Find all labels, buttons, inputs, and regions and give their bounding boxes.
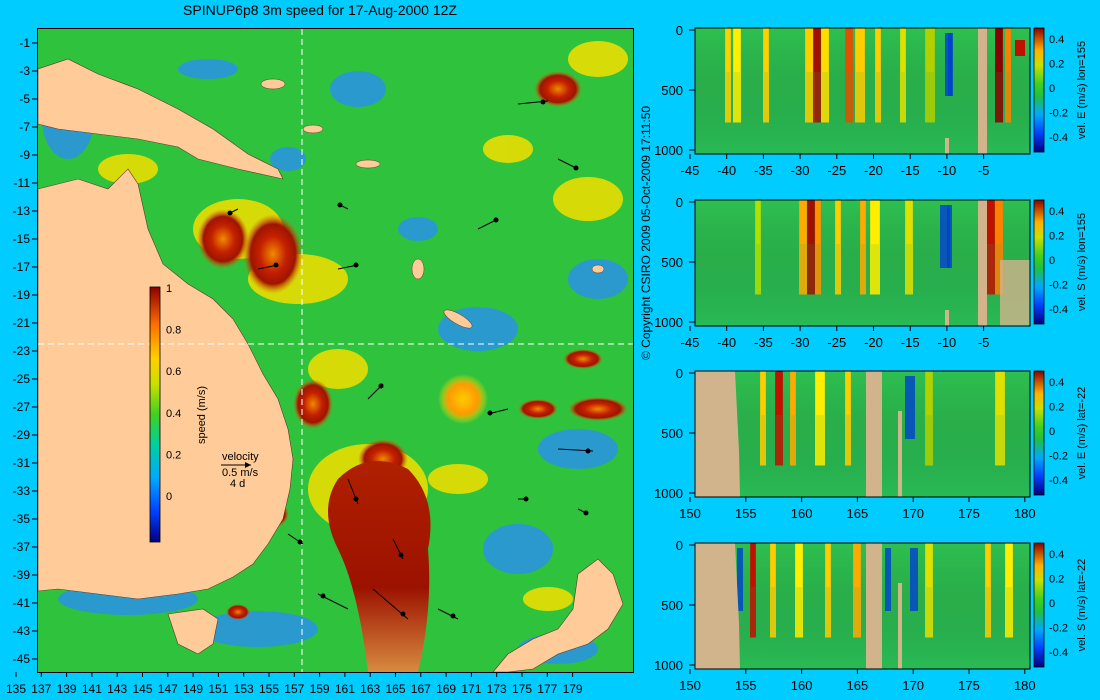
section-ytick-label: 500 xyxy=(661,598,683,613)
section-xtick-label: 170 xyxy=(902,678,924,693)
section-xtick-label: -20 xyxy=(864,163,883,178)
velocity-colorbar-tick: 0.4 xyxy=(1049,34,1064,46)
velocity-colorbar-label: vel. S (m/s) lon=155 xyxy=(1076,213,1088,311)
velocity-colorbar-tick: 0.2 xyxy=(1049,231,1064,243)
velocity-colorbar-tick: 0 xyxy=(1049,598,1055,610)
velocity-colorbar-tick: 0.2 xyxy=(1049,574,1064,586)
section-xtick-label: -25 xyxy=(827,335,846,350)
velocity-colorbar-label: vel. E (m/s) lat=-22 xyxy=(1076,387,1088,480)
velocity-colorbar-tick: 0 xyxy=(1049,426,1055,438)
section-xtick-label: -40 xyxy=(717,163,736,178)
section-xtick-label: 170 xyxy=(902,506,924,521)
section-xtick-label: 155 xyxy=(735,678,757,693)
section-xtick-label: 160 xyxy=(791,506,813,521)
section-ytick-label: 500 xyxy=(661,255,683,270)
velocity-colorbar xyxy=(1033,370,1045,496)
section-panel-1: 0 500 1000 -45 -40 -35 -30 -25 -20 -15 -10 -5 0.4 0.2… xyxy=(654,23,1088,178)
velocity-colorbar-label: vel. E (m/s) lon=155 xyxy=(1076,41,1088,139)
velocity-colorbar-tick: -0.4 xyxy=(1049,647,1068,659)
section-xtick-label: -25 xyxy=(827,163,846,178)
speed-map-canvas xyxy=(38,29,633,672)
velocity-colorbar-tick: -0.2 xyxy=(1049,623,1068,635)
section-ytick-label: 1000 xyxy=(654,486,683,501)
section-ytick-label: 500 xyxy=(661,426,683,441)
section-ytick-label: 0 xyxy=(676,195,683,210)
section-frame xyxy=(694,27,1031,155)
section-xtick-label: -35 xyxy=(754,335,773,350)
section-frame xyxy=(694,542,1031,670)
section-panel-2: 0 500 1000 -45 -40 -35 -30 -25 -20 -15 -10 -5 0.4 0.2… xyxy=(654,195,1088,350)
velocity-colorbar-tick: 0.4 xyxy=(1049,377,1064,389)
velocity-colorbar-tick: -0.4 xyxy=(1049,304,1068,316)
velocity-colorbar-tick: -0.2 xyxy=(1049,280,1068,292)
section-xtick-label: 150 xyxy=(679,678,701,693)
velocity-colorbar-tick: -0.2 xyxy=(1049,108,1068,120)
section-xtick-label: -10 xyxy=(938,163,957,178)
velocity-colorbar-tick: 0.4 xyxy=(1049,206,1064,218)
section-xtick-label: -15 xyxy=(901,163,920,178)
velocity-colorbar-tick: -0.4 xyxy=(1049,132,1068,144)
section-panel-3: 0 500 1000 150 155 160 165 170 175 180 0.4 0.2 0 -0.2… xyxy=(654,366,1088,521)
land-tasmania xyxy=(167,608,219,655)
velocity-colorbar xyxy=(1033,27,1045,153)
section-xtick-label: -10 xyxy=(938,335,957,350)
section-ytick-label: 0 xyxy=(676,23,683,38)
section-xtick-label: 160 xyxy=(791,678,813,693)
section-xtick-label: -45 xyxy=(681,335,700,350)
section-xtick-label: -20 xyxy=(864,335,883,350)
velocity-colorbar-tick: 0.2 xyxy=(1049,59,1064,71)
section-frame xyxy=(694,199,1031,327)
section-xtick-label: -30 xyxy=(791,163,810,178)
section-xtick-label: -5 xyxy=(978,163,990,178)
velocity-colorbar-tick: 0.4 xyxy=(1049,549,1064,561)
section-ytick-label: 1000 xyxy=(654,315,683,330)
section-xtick-label: -5 xyxy=(978,335,990,350)
velocity-colorbar-tick: 0 xyxy=(1049,255,1055,267)
section-xtick-label: 175 xyxy=(958,506,980,521)
section-xtick-label: 165 xyxy=(847,678,869,693)
speed-map xyxy=(37,28,634,673)
section-xtick-label: 165 xyxy=(847,506,869,521)
land-australia xyxy=(38,168,294,600)
section-ytick-label: 0 xyxy=(676,538,683,553)
section-xtick-label: 180 xyxy=(1014,506,1036,521)
section-xtick-label: 180 xyxy=(1014,678,1036,693)
velocity-colorbar-label: vel. S (m/s) lat=-22 xyxy=(1076,559,1088,652)
section-xtick-label: 175 xyxy=(958,678,980,693)
section-xtick-label: -30 xyxy=(791,335,810,350)
section-xtick-label: 150 xyxy=(679,506,701,521)
velocity-colorbar-tick: -0.4 xyxy=(1049,475,1068,487)
section-xtick-label: 155 xyxy=(735,506,757,521)
section-ytick-label: 1000 xyxy=(654,143,683,158)
velocity-colorbar-tick: 0.2 xyxy=(1049,402,1064,414)
velocity-colorbar-tick: -0.2 xyxy=(1049,451,1068,463)
plot-title: SPINUP6p8 3m speed for 17-Aug-2000 12Z xyxy=(183,2,457,18)
velocity-colorbar-tick: 0 xyxy=(1049,83,1055,95)
section-frame xyxy=(694,370,1031,498)
land-new-zealand xyxy=(492,558,624,672)
section-ytick-label: 500 xyxy=(661,83,683,98)
velocity-colorbar xyxy=(1033,542,1045,668)
section-ytick-label: 1000 xyxy=(654,658,683,673)
section-xtick-label: -45 xyxy=(681,163,700,178)
section-xtick-label: -35 xyxy=(754,163,773,178)
section-xtick-label: -15 xyxy=(901,335,920,350)
section-ytick-label: 0 xyxy=(676,366,683,381)
land-new-guinea xyxy=(38,58,284,180)
section-panel-4: 0 500 1000 150 155 160 165 170 175 180 0.4 0.2 0 -0.2… xyxy=(654,538,1088,693)
velocity-colorbar xyxy=(1033,199,1045,325)
section-xtick-label: -40 xyxy=(717,335,736,350)
